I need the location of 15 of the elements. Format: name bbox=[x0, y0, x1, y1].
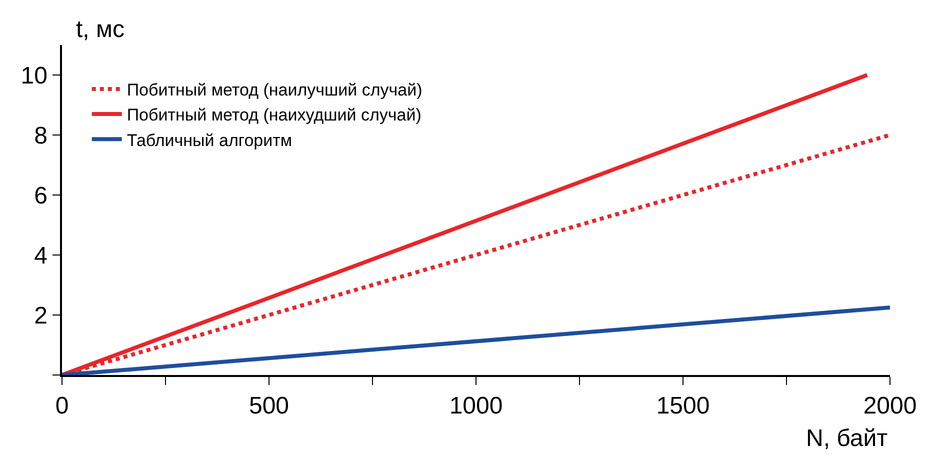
y-tick-label: 2 bbox=[34, 302, 48, 330]
y-axis-title: t, мс bbox=[76, 16, 125, 43]
x-axis-title: N, байт bbox=[806, 425, 888, 452]
legend-label: Табличный алгоритм bbox=[126, 130, 292, 150]
y-tick-label: 10 bbox=[20, 62, 48, 90]
x-tick-label: 1000 bbox=[449, 392, 503, 420]
x-tick-label: 500 bbox=[248, 392, 290, 420]
x-tick-label: 2000 bbox=[863, 392, 917, 420]
legend-label: Побитный метод (наилучший случай) bbox=[126, 80, 422, 100]
y-tick-label: 6 bbox=[34, 182, 48, 210]
x-tick-label: 1500 bbox=[656, 392, 710, 420]
y-tick-label: 4 bbox=[34, 242, 48, 270]
legend-label: Побитный метод (наихудший случай) bbox=[126, 106, 422, 125]
y-tick-label: 8 bbox=[34, 122, 48, 150]
x-tick-label: 0 bbox=[55, 392, 69, 420]
